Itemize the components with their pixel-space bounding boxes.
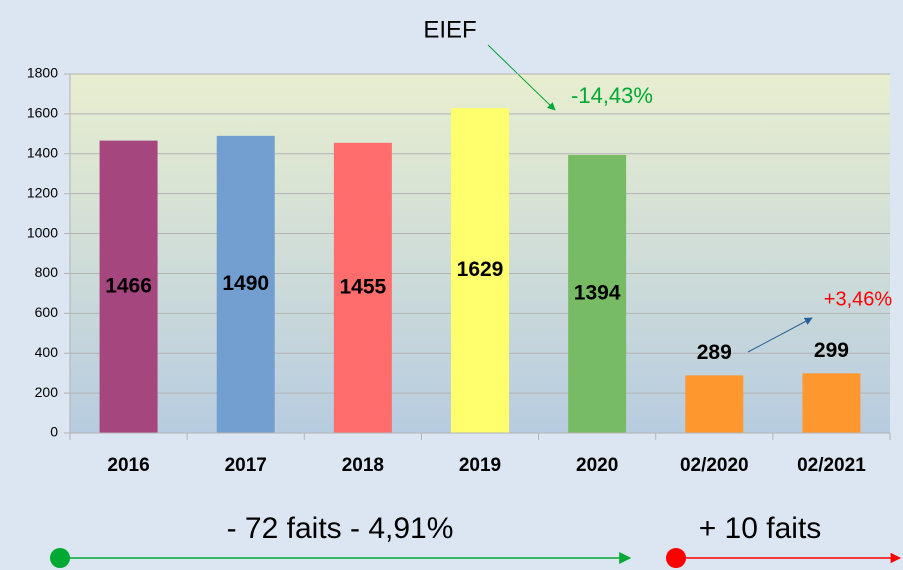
y-tick-label: 400 [35,344,59,360]
x-tick-label: 2019 [459,455,501,476]
data-label: 1466 [105,274,152,297]
bar [685,375,744,433]
bar [333,142,392,433]
annotation: +3,46% [824,288,893,310]
y-tick-label: 1600 [27,105,58,121]
data-label: 299 [814,339,849,362]
x-tick-label: 2016 [107,455,149,476]
data-label: 289 [697,341,732,364]
arrow [747,317,813,353]
y-tick-label: 800 [35,264,59,280]
y-tick-label: 600 [35,304,59,320]
dot [666,548,686,568]
y-tick-label: 0 [50,424,58,440]
y-tick-label: 1000 [27,224,58,240]
annotation: EIEF [423,16,476,43]
annotation: + 10 faits [699,512,822,545]
bar [568,154,627,434]
x-tick-label: 2020 [576,455,618,476]
x-tick-label: 02/2021 [797,455,866,476]
annotation: -14,43% [571,83,653,108]
x-tick-label: 02/2020 [680,455,749,476]
x-tick-label: 2018 [342,455,384,476]
y-tick-label: 1400 [27,144,58,160]
data-label: 1455 [339,275,386,298]
bar [802,373,861,433]
data-label: 1490 [222,272,269,295]
bar [99,140,158,433]
dot [50,548,70,568]
bar [451,108,509,433]
y-tick-label: 200 [35,384,59,400]
arrow [487,44,556,111]
y-tick-label: 1200 [27,184,58,200]
annotation: - 72 faits - 4,91% [227,512,454,545]
bar [216,135,275,434]
x-tick-label: 2017 [225,455,267,476]
data-label: 1629 [457,258,504,281]
y-tick-label: 1800 [27,65,58,81]
data-label: 1394 [574,282,621,305]
